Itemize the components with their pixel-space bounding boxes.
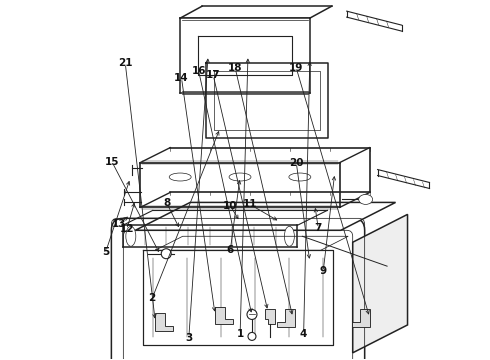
Text: 12: 12 xyxy=(120,225,134,234)
Polygon shape xyxy=(135,202,395,230)
Text: 8: 8 xyxy=(163,198,171,208)
Text: 6: 6 xyxy=(227,245,234,255)
Text: 1: 1 xyxy=(237,329,244,339)
FancyBboxPatch shape xyxy=(111,219,365,360)
Ellipse shape xyxy=(229,173,251,181)
Text: 11: 11 xyxy=(243,199,257,210)
Text: 5: 5 xyxy=(102,247,109,257)
Circle shape xyxy=(247,310,257,319)
Polygon shape xyxy=(277,310,295,328)
Polygon shape xyxy=(353,214,408,353)
Text: 7: 7 xyxy=(315,224,322,233)
Text: 19: 19 xyxy=(289,63,303,73)
Text: 17: 17 xyxy=(206,70,220,80)
Text: 20: 20 xyxy=(289,158,303,168)
Ellipse shape xyxy=(359,194,372,204)
Text: 3: 3 xyxy=(185,333,193,343)
Ellipse shape xyxy=(169,173,191,181)
Circle shape xyxy=(161,249,171,259)
Polygon shape xyxy=(265,310,275,324)
Text: 4: 4 xyxy=(300,329,307,339)
Text: 9: 9 xyxy=(319,266,327,276)
Text: 13: 13 xyxy=(112,219,126,229)
Polygon shape xyxy=(155,314,173,332)
Text: 10: 10 xyxy=(223,201,238,211)
Ellipse shape xyxy=(284,226,294,246)
Text: 16: 16 xyxy=(191,66,206,76)
Text: 15: 15 xyxy=(105,157,120,167)
Polygon shape xyxy=(215,306,233,324)
Ellipse shape xyxy=(126,226,136,246)
Text: 18: 18 xyxy=(228,63,243,73)
Circle shape xyxy=(248,332,256,340)
Text: 2: 2 xyxy=(148,293,156,303)
Text: 21: 21 xyxy=(118,58,132,68)
Ellipse shape xyxy=(289,173,311,181)
Polygon shape xyxy=(352,310,369,328)
Text: 14: 14 xyxy=(174,73,189,83)
